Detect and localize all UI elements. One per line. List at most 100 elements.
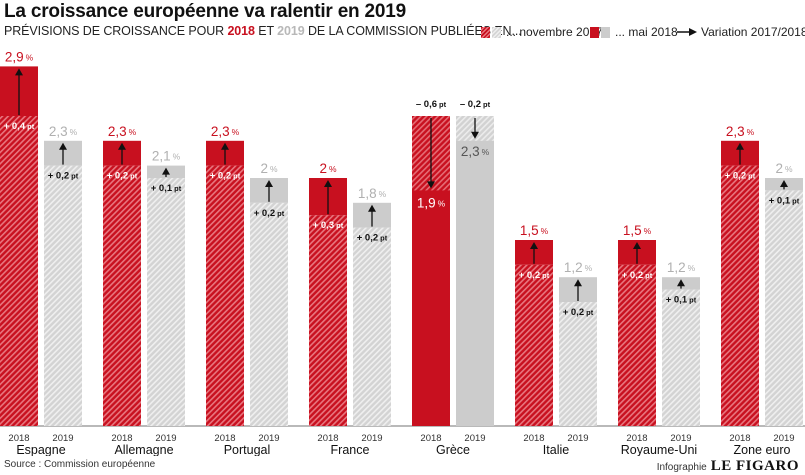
- category-label-italie: Italie: [543, 443, 569, 456]
- category-label-gr-ce: Grèce: [436, 443, 470, 456]
- value-label-allemagne-2018: 2,3%: [108, 124, 137, 139]
- legend-variation-label: Variation 2017/2018: [701, 25, 805, 39]
- category-label-france: France: [331, 443, 370, 456]
- value-label-zone-euro-2018: 2,3%: [726, 124, 755, 139]
- bar-nov-portugal-2018: [206, 165, 244, 426]
- variation-arrowhead-allemagne-2018: [118, 142, 126, 150]
- year-label-allemagne-2019: 2019: [155, 433, 176, 444]
- year-label-gr-ce-2018: 2018: [420, 433, 441, 444]
- variation-label-allemagne-2019: + 0,1 pt: [151, 183, 182, 194]
- category-label-zone-euro: Zone euro: [734, 443, 791, 456]
- variation-label-france-2018: + 0,3 pt: [313, 220, 344, 231]
- bar-may-gr-ce-2018: [412, 190, 450, 426]
- variation-label-italie-2018: + 0,2 pt: [519, 270, 550, 281]
- subtitle-middle: ET: [254, 24, 278, 38]
- variation-arrowhead-portugal-2018: [221, 142, 229, 150]
- value-label-espagne-2019: 2,3%: [49, 124, 78, 139]
- credit: Infographie LE FIGARO: [657, 458, 799, 475]
- chart-subtitle: PRÉVISIONS DE CROISSANCE POUR 2018 ET 20…: [4, 24, 522, 38]
- variation-arrowhead-france-2019: [368, 204, 376, 212]
- subtitle-year-2018: 2018: [227, 24, 255, 38]
- value-label-italie-2018: 1,5%: [520, 223, 549, 238]
- variation-label-italie-2019: + 0,2 pt: [563, 307, 594, 318]
- category-label-espagne: Espagne: [16, 443, 65, 456]
- year-label-france-2019: 2019: [361, 433, 382, 444]
- year-label-zone-euro-2019: 2019: [773, 433, 794, 444]
- variation-label-gr-ce-2018: – 0,6 pt: [416, 99, 447, 110]
- bar-may-gr-ce-2019: [456, 140, 494, 427]
- variation-arrowhead-france-2018: [324, 180, 332, 187]
- value-label-royaume-uni-2019: 1,2%: [667, 260, 696, 275]
- variation-label-france-2019: + 0,2 pt: [357, 233, 388, 244]
- variation-arrowhead-zone-euro-2018: [736, 142, 744, 150]
- value-label-france-2018: 2%: [319, 161, 337, 176]
- legend-may: ... mai 2018: [590, 24, 678, 40]
- variation-arrowhead-italie-2019: [574, 279, 582, 287]
- legend-swatch-gray: [601, 26, 610, 38]
- variation-label-royaume-uni-2019: + 0,1 pt: [666, 295, 697, 306]
- credit-label: Infographie: [656, 462, 707, 473]
- bar-nov-espagne-2019: [44, 165, 82, 426]
- year-label-royaume-uni-2019: 2019: [670, 433, 691, 444]
- legend-swatch-red: [590, 26, 599, 38]
- value-label-portugal-2019: 2%: [260, 161, 278, 176]
- category-label-allemagne: Allemagne: [114, 443, 173, 456]
- variation-arrowhead-gr-ce-2018: [427, 181, 435, 189]
- value-label-gr-ce-2019: 2,3%: [461, 144, 490, 159]
- bar-nov-italie-2019: [559, 302, 597, 426]
- value-label-allemagne-2019: 2,1%: [152, 149, 181, 164]
- variation-arrowhead-espagne-2019: [59, 142, 67, 150]
- bar-nov-portugal-2019: [250, 202, 288, 426]
- legend-swatch-red-hatched: [481, 26, 490, 38]
- year-label-espagne-2019: 2019: [52, 433, 73, 444]
- variation-arrowhead-royaume-uni-2019: [677, 279, 685, 287]
- variation-arrowhead-espagne-2018: [15, 68, 23, 76]
- value-label-zone-euro-2019: 2%: [775, 161, 793, 176]
- value-label-france-2019: 1,8%: [358, 186, 387, 201]
- variation-arrowhead-gr-ce-2019: [471, 131, 479, 139]
- year-label-portugal-2018: 2018: [214, 433, 235, 444]
- year-label-zone-euro-2018: 2018: [729, 433, 750, 444]
- bar-nov-espagne-2018: [0, 116, 38, 426]
- subtitle-after: DE LA COMMISSION PUBLIÉES EN...: [304, 24, 522, 38]
- bar-nov-italie-2018: [515, 264, 553, 426]
- le-figaro-logo: LE FIGARO: [710, 458, 799, 474]
- value-label-royaume-uni-2018: 1,5%: [623, 223, 652, 238]
- bar-nov-france-2019: [353, 227, 391, 426]
- bar-nov-zone-euro-2019: [765, 190, 803, 426]
- arrow-right-icon: [677, 28, 697, 36]
- variation-label-espagne-2018: + 0,4 pt: [4, 121, 35, 132]
- bar-nov-allemagne-2019: [147, 178, 185, 426]
- subtitle-year-2019: 2019: [277, 24, 305, 38]
- variation-label-portugal-2018: + 0,2 pt: [210, 171, 241, 182]
- bar-nov-royaume-uni-2019: [662, 289, 700, 426]
- subtitle-before: PRÉVISIONS DE CROISSANCE POUR: [4, 24, 228, 38]
- year-label-italie-2018: 2018: [523, 433, 544, 444]
- variation-arrowhead-italie-2018: [530, 242, 538, 249]
- variation-arrowhead-zone-euro-2019: [780, 180, 788, 187]
- year-label-allemagne-2018: 2018: [111, 433, 132, 444]
- bar-nov-zone-euro-2018: [721, 165, 759, 426]
- variation-label-espagne-2019: + 0,2 pt: [48, 171, 79, 182]
- variation-label-gr-ce-2019: – 0,2 pt: [460, 99, 491, 110]
- chart-title: La croissance européenne va ralentir en …: [4, 1, 407, 22]
- variation-arrowhead-royaume-uni-2018: [633, 242, 641, 249]
- bar-nov-france-2018: [309, 215, 347, 426]
- year-label-espagne-2018: 2018: [8, 433, 29, 444]
- source-note: Source : Commission européenne: [4, 459, 156, 470]
- legend-swatch-gray-hatched: [492, 26, 501, 38]
- year-label-france-2018: 2018: [317, 433, 338, 444]
- variation-label-portugal-2019: + 0,2 pt: [254, 208, 285, 219]
- subtitle-row: PRÉVISIONS DE CROISSANCE POUR 2018 ET 20…: [4, 24, 805, 40]
- category-label-portugal: Portugal: [224, 443, 271, 456]
- variation-label-zone-euro-2019: + 0,1 pt: [769, 195, 800, 206]
- legend-november-label: ... novembre 2017: [506, 25, 603, 39]
- variation-label-royaume-uni-2018: + 0,2 pt: [622, 270, 653, 281]
- bar-nov-allemagne-2018: [103, 165, 141, 426]
- bar-nov-royaume-uni-2018: [618, 264, 656, 426]
- legend-november: ... novembre 2017: [481, 24, 603, 40]
- value-label-espagne-2018: 2,9%: [5, 49, 34, 64]
- value-label-portugal-2018: 2,3%: [211, 124, 240, 139]
- variation-arrowhead-allemagne-2019: [162, 167, 170, 175]
